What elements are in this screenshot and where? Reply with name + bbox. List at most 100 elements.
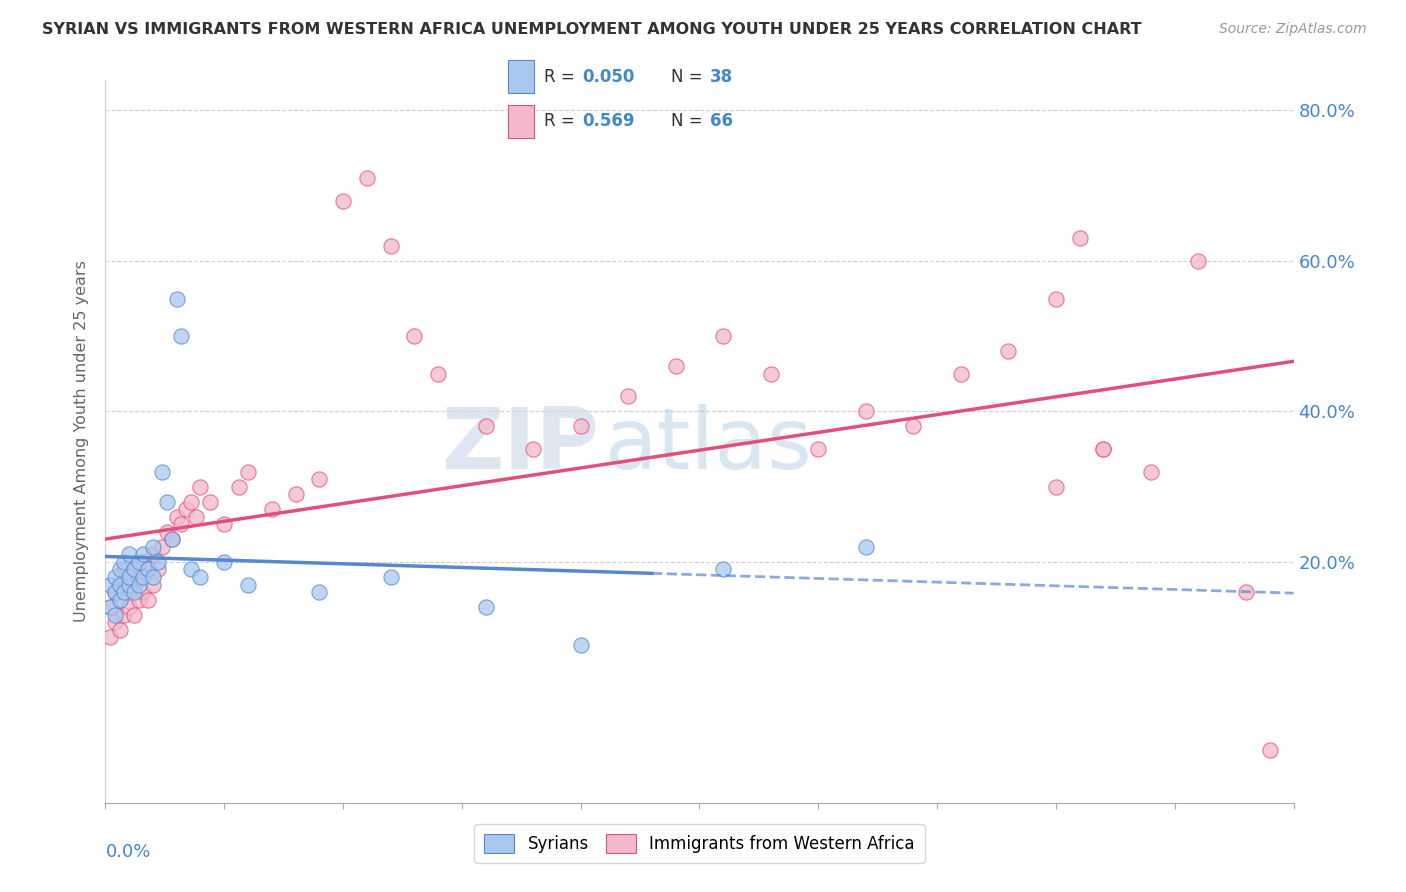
Point	[142, 548, 165, 562]
Point	[122, 562, 145, 576]
Point	[132, 570, 155, 584]
Point	[997, 344, 1019, 359]
Point	[214, 555, 236, 569]
Text: ZIP: ZIP	[440, 404, 599, 487]
Point	[104, 585, 127, 599]
Point	[190, 570, 212, 584]
Point	[284, 487, 307, 501]
Bar	[508, 104, 534, 137]
Point	[108, 562, 131, 576]
Point	[236, 577, 259, 591]
Text: 38: 38	[710, 69, 733, 87]
Point	[146, 562, 169, 576]
Point	[711, 562, 734, 576]
Point	[474, 600, 496, 615]
Point	[114, 577, 136, 591]
Text: Source: ZipAtlas.com: Source: ZipAtlas.com	[1219, 22, 1367, 37]
Point	[128, 570, 150, 584]
Point	[214, 517, 236, 532]
Point	[380, 239, 402, 253]
Point	[98, 577, 121, 591]
Point	[308, 472, 330, 486]
Text: R =: R =	[544, 69, 579, 87]
Point	[180, 494, 202, 508]
Point	[1069, 231, 1091, 245]
Point	[711, 329, 734, 343]
Point	[156, 524, 179, 539]
Point	[108, 592, 131, 607]
Point	[198, 494, 221, 508]
Point	[522, 442, 544, 456]
Point	[122, 585, 145, 599]
Point	[122, 607, 145, 622]
Point	[136, 562, 159, 576]
Point	[759, 367, 782, 381]
Text: R =: R =	[544, 112, 579, 129]
Point	[108, 577, 131, 591]
Text: 0.050: 0.050	[582, 69, 636, 87]
Point	[170, 329, 193, 343]
Point	[665, 359, 688, 374]
Point	[380, 570, 402, 584]
Point	[108, 577, 131, 591]
Text: atlas: atlas	[605, 404, 813, 487]
Point	[1187, 253, 1209, 268]
Point	[1258, 743, 1281, 757]
Point	[128, 577, 150, 591]
Legend: Syrians, Immigrants from Western Africa: Syrians, Immigrants from Western Africa	[474, 824, 925, 863]
Point	[152, 540, 174, 554]
Point	[1234, 585, 1257, 599]
Point	[260, 502, 283, 516]
Point	[180, 562, 202, 576]
Point	[132, 585, 155, 599]
Point	[569, 419, 592, 434]
Point	[118, 600, 141, 615]
Point	[1045, 480, 1067, 494]
Point	[142, 540, 165, 554]
Point	[114, 562, 136, 576]
Text: 0.0%: 0.0%	[105, 843, 150, 861]
Point	[236, 465, 259, 479]
Point	[122, 577, 145, 591]
Point	[114, 555, 136, 569]
Text: N =: N =	[671, 112, 707, 129]
Point	[474, 419, 496, 434]
Point	[152, 465, 174, 479]
Point	[166, 292, 188, 306]
Point	[118, 570, 141, 584]
Text: 66: 66	[710, 112, 733, 129]
Point	[104, 570, 127, 584]
Point	[156, 494, 179, 508]
Point	[118, 577, 141, 591]
Point	[114, 607, 136, 622]
Point	[136, 562, 159, 576]
Point	[1140, 465, 1163, 479]
Point	[104, 607, 127, 622]
Point	[142, 577, 165, 591]
Text: SYRIAN VS IMMIGRANTS FROM WESTERN AFRICA UNEMPLOYMENT AMONG YOUTH UNDER 25 YEARS: SYRIAN VS IMMIGRANTS FROM WESTERN AFRICA…	[42, 22, 1142, 37]
Point	[122, 562, 145, 576]
Point	[617, 389, 640, 403]
Point	[98, 600, 121, 615]
Point	[174, 502, 197, 516]
Point	[807, 442, 830, 456]
Bar	[508, 61, 534, 94]
Point	[108, 623, 131, 637]
Point	[142, 570, 165, 584]
Point	[569, 638, 592, 652]
Point	[855, 404, 877, 418]
Text: 0.569: 0.569	[582, 112, 636, 129]
Point	[228, 480, 250, 494]
Point	[404, 329, 426, 343]
Point	[108, 592, 131, 607]
Point	[98, 630, 121, 644]
Point	[128, 555, 150, 569]
Point	[308, 585, 330, 599]
Point	[949, 367, 972, 381]
Point	[118, 570, 141, 584]
Point	[166, 509, 188, 524]
Point	[184, 509, 207, 524]
Point	[146, 555, 169, 569]
Point	[114, 585, 136, 599]
Point	[170, 517, 193, 532]
